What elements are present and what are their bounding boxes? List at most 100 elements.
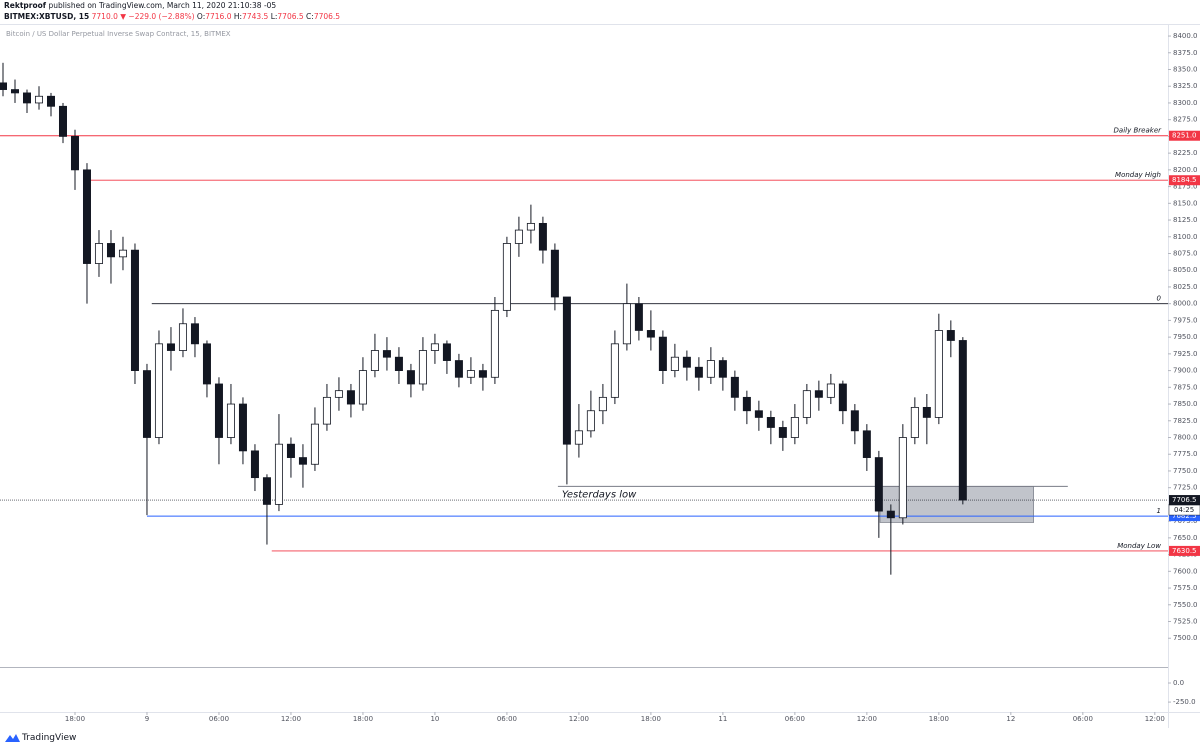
brand: TradingView bbox=[22, 733, 77, 743]
y-tick-label: 7950.0 bbox=[1173, 333, 1198, 341]
candle-body bbox=[814, 390, 823, 398]
candle-body bbox=[790, 417, 799, 438]
candle-body bbox=[946, 330, 955, 341]
candle-body bbox=[862, 430, 871, 458]
y-tick-label: 7650.0 bbox=[1173, 534, 1198, 542]
candle-body bbox=[634, 303, 643, 331]
price-label: 7682.5 bbox=[1172, 512, 1197, 520]
candle-body bbox=[718, 360, 727, 378]
candle-body bbox=[346, 390, 355, 405]
candle-body bbox=[214, 383, 223, 438]
candle-body bbox=[610, 343, 619, 398]
author: Rektproof bbox=[4, 1, 47, 10]
candle-body bbox=[958, 340, 967, 501]
candle-body bbox=[850, 410, 859, 432]
x-tick-label: 06:00 bbox=[785, 715, 805, 723]
price-label: 8184.5 bbox=[1172, 176, 1197, 184]
candle-body bbox=[562, 296, 571, 445]
y-tick-label: 7550.0 bbox=[1173, 601, 1198, 609]
x-tick-label: 12 bbox=[1006, 715, 1015, 723]
candle-body bbox=[262, 477, 271, 505]
level-name: Monday Low bbox=[1117, 542, 1161, 550]
countdown-bg bbox=[1168, 504, 1200, 516]
y-tick-label: 8075.0 bbox=[1173, 249, 1198, 257]
candle-body bbox=[22, 92, 31, 104]
candle-body bbox=[370, 350, 379, 371]
candle-body bbox=[574, 430, 583, 445]
candle-body bbox=[10, 89, 19, 94]
candle-body bbox=[622, 303, 631, 345]
footer: TradingView bbox=[0, 728, 1200, 748]
candle-body bbox=[466, 370, 475, 378]
candle-body bbox=[454, 360, 463, 378]
candle-body bbox=[478, 370, 487, 378]
candle-body bbox=[490, 309, 499, 378]
candle-body bbox=[550, 249, 559, 298]
header: Rektproof published on TradingView.com, … bbox=[0, 0, 1200, 24]
candle-body bbox=[874, 457, 883, 512]
y-tick-label: 7575.0 bbox=[1173, 584, 1198, 592]
y-tick-label: 8175.0 bbox=[1173, 183, 1198, 191]
y-tick-label: 7825.0 bbox=[1173, 417, 1198, 425]
candle-body bbox=[826, 383, 835, 398]
y-tick-label: 7875.0 bbox=[1173, 383, 1198, 391]
candle-body bbox=[130, 249, 139, 371]
y-tick-label: 8225.0 bbox=[1173, 149, 1198, 157]
x-tick-label: 11 bbox=[718, 715, 727, 723]
countdown: 04:25 bbox=[1174, 506, 1194, 514]
ohlc-key: O: bbox=[196, 12, 206, 21]
x-tick-label: 12:00 bbox=[1145, 715, 1165, 723]
ohlc-value: 7706.5 bbox=[277, 12, 304, 21]
chart-title: Bitcoin / US Dollar Perpetual Inverse Sw… bbox=[6, 30, 231, 38]
y-tick-label: 8200.0 bbox=[1173, 166, 1198, 174]
price-label-bg bbox=[1169, 130, 1200, 141]
x-tick-label: 10 bbox=[430, 715, 439, 723]
candle-body bbox=[706, 360, 715, 378]
candle-body bbox=[106, 243, 115, 258]
candle-body bbox=[322, 396, 331, 425]
candle-body bbox=[586, 410, 595, 432]
symbol: BITMEX:XBTUSD, 15 bbox=[4, 12, 90, 21]
y-tick-label: 7775.0 bbox=[1173, 450, 1198, 458]
candle-body bbox=[358, 370, 367, 405]
ohlc-value: 7743.5 bbox=[242, 12, 269, 21]
candle-body bbox=[442, 343, 451, 361]
change: ▼ −229.0 (−2.88%) bbox=[120, 12, 195, 21]
candle-body bbox=[250, 450, 259, 479]
candle-body bbox=[286, 443, 295, 458]
candle-body bbox=[682, 356, 691, 368]
candle-body bbox=[382, 350, 391, 358]
x-tick-label: 18:00 bbox=[641, 715, 661, 723]
y-tick-label: 8375.0 bbox=[1173, 49, 1198, 57]
x-tick-label: 12:00 bbox=[857, 715, 877, 723]
candle-body bbox=[58, 105, 67, 137]
x-tick-label: 12:00 bbox=[281, 715, 301, 723]
y-tick-label: 8050.0 bbox=[1173, 266, 1198, 274]
y-tick-label: 8100.0 bbox=[1173, 233, 1198, 241]
y-tick-label: 7725.0 bbox=[1173, 484, 1198, 492]
y-tick-label: 8000.0 bbox=[1173, 300, 1198, 308]
background bbox=[0, 24, 1200, 728]
candle-body bbox=[190, 323, 199, 345]
candle-body bbox=[730, 376, 739, 398]
y-tick-label: 8325.0 bbox=[1173, 82, 1198, 90]
x-tick-label: 12:00 bbox=[569, 715, 589, 723]
ohlc-value: 7706.5 bbox=[313, 12, 341, 21]
candle-body bbox=[802, 390, 811, 418]
y2-tick-label: -250.0 bbox=[1173, 698, 1196, 706]
candle-body bbox=[886, 510, 895, 519]
level-name: Monday High bbox=[1115, 171, 1161, 179]
level-name: 0 bbox=[1157, 295, 1162, 303]
y-tick-label: 7975.0 bbox=[1173, 316, 1198, 324]
candle-body bbox=[274, 443, 283, 505]
y-tick-label: 8400.0 bbox=[1173, 32, 1198, 40]
candle-body bbox=[754, 410, 763, 418]
candle-body bbox=[934, 330, 943, 418]
y-tick-label: 7800.0 bbox=[1173, 434, 1198, 442]
candle-body bbox=[778, 427, 787, 438]
candle-body bbox=[670, 356, 679, 371]
price-label-bg bbox=[1169, 545, 1200, 556]
candle-body bbox=[646, 330, 655, 338]
last: 7710.0 bbox=[91, 12, 118, 21]
